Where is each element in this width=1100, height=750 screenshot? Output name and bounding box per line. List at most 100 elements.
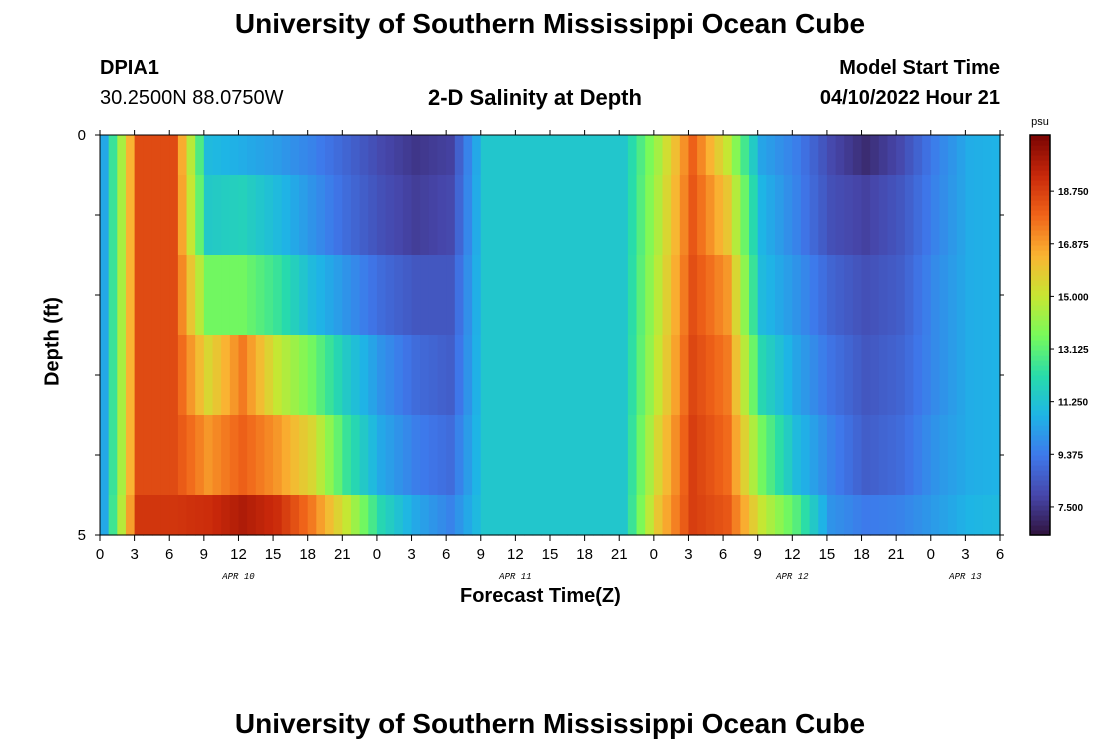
heatmap-cell (930, 255, 941, 336)
x-tick-label: 18 (853, 546, 870, 563)
heatmap-cell (333, 135, 343, 176)
heatmap-cell (948, 255, 958, 336)
heatmap-cell (212, 175, 222, 256)
heatmap-cell (506, 255, 516, 336)
heatmap-cell (636, 335, 646, 416)
heatmap-cell (411, 255, 421, 336)
station-id: DPIA1 (100, 57, 159, 79)
heatmap-cell (896, 495, 906, 536)
heatmap-cell (151, 415, 162, 496)
heatmap-cell (402, 175, 413, 256)
colorbar-step (1030, 320, 1050, 326)
heatmap-cell (636, 495, 646, 536)
heatmap-cell (930, 495, 941, 536)
heatmap-cell (437, 415, 447, 496)
heatmap-cell (160, 175, 170, 256)
heatmap-cell (913, 335, 923, 416)
heatmap-cell (705, 335, 716, 416)
heatmap-cell (922, 135, 932, 176)
colorbar-step (1030, 175, 1050, 181)
heatmap-cell (757, 335, 767, 416)
heatmap-cell (679, 135, 690, 176)
colorbar-step (1030, 390, 1050, 396)
heatmap-cell (498, 175, 508, 256)
heatmap-cell (723, 335, 733, 416)
heatmap-cell (939, 415, 949, 496)
heatmap-cell (775, 135, 785, 176)
heatmap-cell (792, 335, 802, 416)
heatmap-cell (896, 335, 906, 416)
heatmap-cell (740, 255, 750, 336)
heatmap-cell (948, 175, 958, 256)
heatmap-cell (299, 495, 309, 536)
colorbar-step (1030, 230, 1050, 236)
heatmap-cell (558, 415, 568, 496)
heatmap-cell (904, 415, 915, 496)
heatmap-cell (818, 175, 828, 256)
heatmap-cell (350, 415, 361, 496)
heatmap-cell (117, 495, 127, 536)
heatmap-cell (740, 175, 750, 256)
heatmap-cell (515, 415, 525, 496)
heatmap-cell (368, 415, 378, 496)
colorbar-step (1030, 160, 1050, 166)
heatmap-cell (273, 495, 283, 536)
heatmap-cell (913, 255, 923, 336)
heatmap-cell (489, 335, 499, 416)
heatmap-cell (125, 495, 136, 536)
heatmap-cell (134, 335, 144, 416)
colorbar-step (1030, 475, 1050, 481)
heatmap-cell (852, 495, 863, 536)
colorbar-tick-label: 13.125 (1058, 345, 1089, 356)
colorbar-step (1030, 165, 1050, 171)
heatmap-cell (861, 335, 871, 416)
heatmap-cell (991, 175, 1001, 256)
heatmap-cell (627, 335, 638, 416)
heatmap-cell (290, 335, 300, 416)
heatmap-cell (264, 255, 274, 336)
heatmap-cell (809, 175, 819, 256)
heatmap-cell (117, 135, 127, 176)
heatmap-cell (619, 335, 629, 416)
heatmap-cell (800, 135, 811, 176)
heatmap-cell (186, 335, 196, 416)
heatmap-cell (203, 495, 214, 536)
x-tick-label: 3 (961, 546, 969, 563)
colorbar-step (1030, 295, 1050, 301)
heatmap-cell (350, 255, 361, 336)
x-tick-label: 0 (373, 546, 381, 563)
heatmap-cell (861, 175, 871, 256)
colorbar-step (1030, 500, 1050, 506)
heatmap-cell (800, 415, 811, 496)
heatmap-cell (948, 135, 958, 176)
model-start-label: Model Start Time (839, 57, 1000, 79)
heatmap-cell (212, 135, 222, 176)
heatmap-cell (394, 335, 404, 416)
x-tick-label: 15 (542, 546, 559, 563)
heatmap-cell (125, 415, 136, 496)
heatmap-cell (359, 175, 369, 256)
heatmap-cell (878, 135, 889, 176)
heatmap-cell (273, 335, 283, 416)
colorbar-tick-label: 7.500 (1058, 503, 1083, 514)
heatmap-cell (904, 175, 915, 256)
colorbar-step (1030, 425, 1050, 431)
heatmap-cell (939, 495, 949, 536)
heatmap-cell (376, 255, 387, 336)
heatmap-cell (974, 495, 984, 536)
heatmap-cell (394, 135, 404, 176)
heatmap-cell (333, 175, 343, 256)
heatmap-cell (281, 415, 291, 496)
heatmap-cell (342, 135, 352, 176)
heatmap-cell (290, 255, 300, 336)
heatmap-cell (255, 135, 266, 176)
heatmap-cell (489, 495, 499, 536)
heatmap-cell (775, 335, 785, 416)
heatmap-cell (342, 415, 352, 496)
heatmap-cell (800, 175, 811, 256)
heatmap-cell (195, 415, 205, 496)
heatmap-cell (108, 255, 118, 336)
date-label: APR 10 (221, 572, 255, 582)
colorbar-step (1030, 530, 1050, 536)
heatmap-cell (870, 415, 880, 496)
